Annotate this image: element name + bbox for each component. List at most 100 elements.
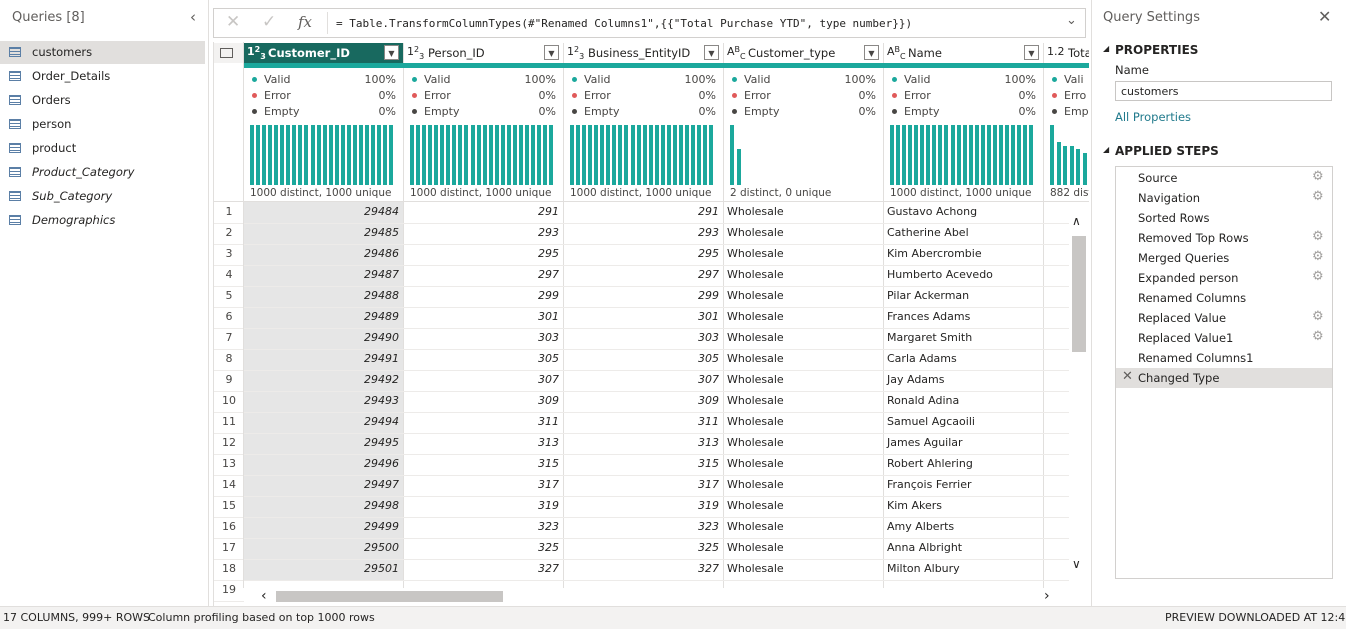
commit-button[interactable]: ✓ [262, 12, 277, 32]
query-item[interactable]: Product_Category [0, 161, 205, 184]
type-icon: 123 [407, 45, 424, 61]
step-settings[interactable]: ⚙ [1312, 169, 1324, 184]
scroll-left[interactable]: ‹ [261, 588, 267, 604]
steps-heading: APPLIED STEPS [1115, 144, 1219, 158]
cell: Wholesale [727, 310, 784, 323]
column-filter[interactable]: ▼ [704, 45, 719, 60]
query-item[interactable]: person [0, 113, 205, 136]
histogram-bar [452, 125, 457, 185]
applied-steps: Source ⚙ Navigation ⚙ Sorted Rows Removed Top… [1115, 166, 1333, 579]
cell: 323 [538, 520, 559, 533]
delete-step[interactable]: ✕ [1122, 369, 1133, 384]
type-icon-part: 3 [579, 52, 585, 61]
histogram-bar [250, 125, 254, 185]
quality-percent: 0% [858, 89, 876, 102]
column-header[interactable]: ABC Customer_type ▼ [724, 43, 884, 63]
step-settings[interactable]: ⚙ [1312, 269, 1324, 284]
cell: Wholesale [727, 415, 784, 428]
column-header[interactable]: 123 Person_ID ▼ [404, 43, 564, 63]
table-menu[interactable] [220, 48, 233, 58]
cell: 317 [698, 478, 719, 491]
name-value: customers [1121, 85, 1179, 98]
cell: 307 [698, 373, 719, 386]
fx-button[interactable]: fx [298, 13, 313, 31]
histogram-bar [377, 125, 382, 185]
histogram-bar [1050, 125, 1054, 185]
histogram-bar [896, 125, 901, 185]
quality-dot [732, 109, 737, 114]
applied-step[interactable]: Removed Top Rows ⚙ [1116, 228, 1332, 248]
query-item[interactable]: Order_Details [0, 65, 205, 88]
column-header[interactable]: 123 Customer_ID ▼ [244, 43, 404, 63]
quality-label: Error [264, 89, 291, 102]
collapse-arrow[interactable]: ◢ [1103, 145, 1110, 154]
applied-step[interactable]: Navigation ⚙ [1116, 188, 1332, 208]
applied-step[interactable]: Sorted Rows [1116, 208, 1332, 228]
type-icon-part: A [727, 45, 735, 58]
selected-cell-bg [244, 538, 403, 559]
quality-dot [412, 93, 417, 98]
query-item[interactable]: product [0, 137, 205, 160]
scroll-up[interactable]: ∧ [1072, 214, 1081, 228]
column-filter[interactable]: ▼ [384, 45, 399, 60]
applied-step[interactable]: Renamed Columns [1116, 288, 1332, 308]
histogram-bar [310, 125, 315, 185]
applied-step[interactable]: Source ⚙ [1116, 168, 1332, 188]
query-item[interactable]: Sub_Category [0, 185, 205, 208]
cell: Wholesale [727, 226, 784, 239]
step-settings[interactable]: ⚙ [1312, 309, 1324, 324]
query-item[interactable]: Orders [0, 89, 205, 112]
applied-step[interactable]: ✕ Changed Type [1116, 368, 1332, 388]
cancel-button[interactable]: ✕ [226, 12, 241, 32]
column-filter[interactable]: ▼ [1024, 45, 1039, 60]
histogram-bar [364, 125, 369, 185]
column-header[interactable]: ABC Name ▼ [884, 43, 1044, 63]
histogram-bar [422, 125, 427, 185]
histogram-bar [470, 125, 475, 185]
query-item[interactable]: customers [0, 41, 205, 64]
quality-dot [892, 109, 897, 114]
column-filter[interactable]: ▼ [864, 45, 879, 60]
expand-formula[interactable]: ⌄ [1066, 13, 1077, 28]
all-properties-link[interactable]: All Properties [1115, 110, 1192, 124]
histogram-bar [642, 125, 647, 185]
applied-step[interactable]: Replaced Value ⚙ [1116, 308, 1332, 328]
profile-divider [214, 201, 1089, 202]
quality-dot [892, 77, 897, 82]
quality-label: Error [744, 89, 771, 102]
step-settings[interactable]: ⚙ [1312, 249, 1324, 264]
applied-step[interactable]: Merged Queries ⚙ [1116, 248, 1332, 268]
selected-cell-bg [244, 475, 403, 496]
name-input[interactable]: customers [1115, 81, 1332, 101]
applied-step[interactable]: Expanded person ⚙ [1116, 268, 1332, 288]
cell: 29500 [364, 541, 399, 554]
scroll-right[interactable]: › [1044, 588, 1050, 604]
step-settings[interactable]: ⚙ [1312, 189, 1324, 204]
step-settings[interactable]: ⚙ [1312, 229, 1324, 244]
histogram-bar [1023, 125, 1028, 185]
close-settings[interactable]: ✕ [1318, 7, 1332, 26]
v-scroll-thumb[interactable] [1072, 236, 1086, 352]
quality-dot [412, 77, 417, 82]
settings-title: Query Settings [1103, 10, 1200, 25]
collapse-queries[interactable]: ‹ [190, 8, 196, 26]
step-settings[interactable]: ⚙ [1312, 329, 1324, 344]
applied-step[interactable]: Replaced Value1 ⚙ [1116, 328, 1332, 348]
row-number: 18 [222, 562, 236, 575]
formula-text[interactable]: = Table.TransformColumnTypes(#"Renamed C… [336, 17, 913, 30]
column-filter[interactable]: ▼ [544, 45, 559, 60]
histogram-bar [416, 125, 421, 185]
cell: Kim Akers [887, 499, 943, 512]
column-header[interactable]: 123 Business_EntityID ▼ [564, 43, 724, 63]
cell: Carla Adams [887, 352, 957, 365]
applied-step[interactable]: Renamed Columns1 [1116, 348, 1332, 368]
histogram-bar [506, 125, 511, 185]
collapse-arrow[interactable]: ◢ [1103, 44, 1110, 53]
step-name: Replaced Value [1138, 311, 1227, 325]
divider [1091, 0, 1092, 606]
h-scroll-thumb[interactable] [276, 591, 503, 602]
column-header[interactable]: 1.2Tota▼ [1044, 43, 1089, 63]
scroll-down[interactable]: ∨ [1072, 557, 1081, 571]
selected-cell-bg [244, 391, 403, 412]
query-item[interactable]: Demographics [0, 209, 205, 232]
